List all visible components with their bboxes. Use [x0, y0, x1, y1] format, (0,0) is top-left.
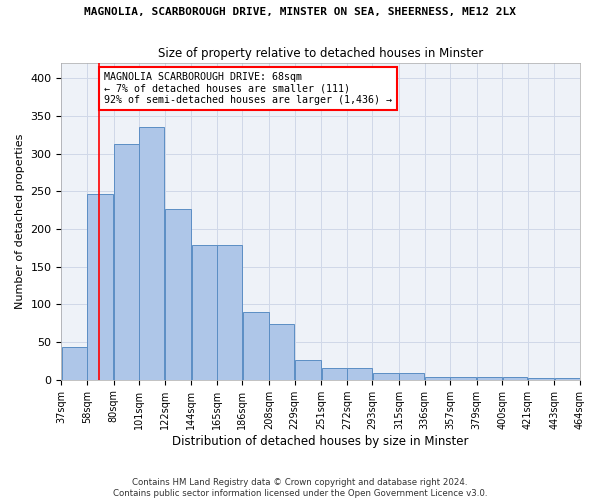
Text: MAGNOLIA, SCARBOROUGH DRIVE, MINSTER ON SEA, SHEERNESS, ME12 2LX: MAGNOLIA, SCARBOROUGH DRIVE, MINSTER ON …	[84, 8, 516, 18]
Bar	[477, 376, 502, 380]
Text: Contains HM Land Registry data © Crown copyright and database right 2024.
Contai: Contains HM Land Registry data © Crown c…	[113, 478, 487, 498]
Bar	[269, 324, 294, 380]
Bar	[165, 210, 191, 380]
Bar	[242, 312, 269, 380]
Bar	[62, 346, 86, 380]
Bar	[373, 373, 399, 380]
Bar	[400, 373, 424, 380]
Bar	[503, 376, 527, 380]
Bar	[555, 378, 580, 380]
Bar	[322, 368, 347, 380]
X-axis label: Distribution of detached houses by size in Minster: Distribution of detached houses by size …	[172, 434, 469, 448]
Title: Size of property relative to detached houses in Minster: Size of property relative to detached ho…	[158, 48, 484, 60]
Bar	[528, 378, 554, 380]
Y-axis label: Number of detached properties: Number of detached properties	[15, 134, 25, 309]
Bar	[451, 376, 476, 380]
Bar	[139, 127, 164, 380]
Bar	[295, 360, 321, 380]
Bar	[425, 376, 450, 380]
Bar	[87, 194, 113, 380]
Bar	[347, 368, 372, 380]
Text: MAGNOLIA SCARBOROUGH DRIVE: 68sqm
← 7% of detached houses are smaller (111)
92% : MAGNOLIA SCARBOROUGH DRIVE: 68sqm ← 7% o…	[104, 72, 392, 106]
Bar	[191, 245, 217, 380]
Bar	[217, 245, 242, 380]
Bar	[114, 144, 139, 380]
